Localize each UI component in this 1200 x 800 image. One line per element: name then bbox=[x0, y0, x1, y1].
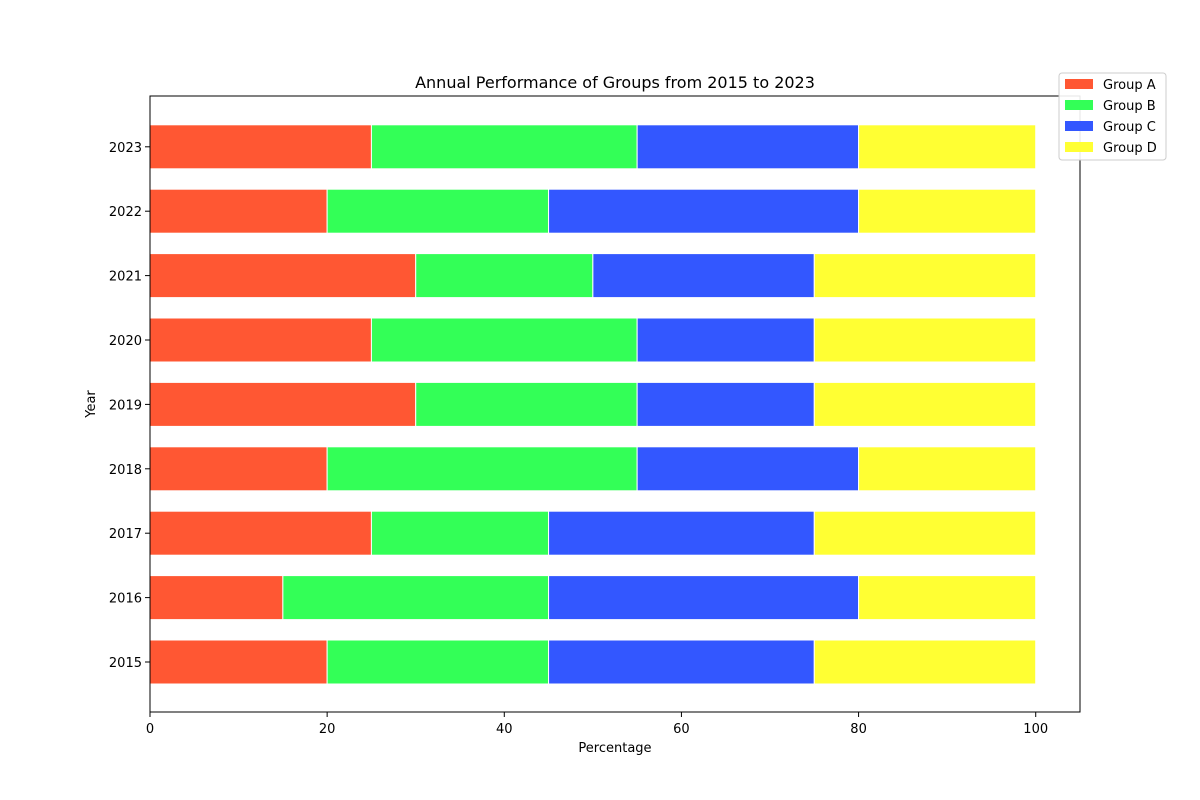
x-tick-label: 100 bbox=[1023, 722, 1048, 737]
bar-group-a-2023 bbox=[149, 124, 372, 170]
bar-group-c-2023 bbox=[636, 124, 860, 170]
legend-swatch-group-d bbox=[1065, 142, 1093, 152]
bar-group-b-2016 bbox=[282, 575, 550, 621]
bar-group-a-2017 bbox=[149, 510, 372, 556]
bar-group-c-2015 bbox=[548, 639, 815, 685]
bar-group-d-2020 bbox=[813, 317, 1037, 363]
x-axis: 0 20 40 60 80 100 bbox=[146, 712, 1048, 737]
bars-layer bbox=[149, 124, 1037, 685]
legend-label-group-c: Group C bbox=[1103, 120, 1156, 135]
bar-group-c-2020 bbox=[636, 317, 815, 363]
y-axis: 2015 2016 2017 2018 2019 2020 2021 2022 2023 bbox=[109, 141, 150, 671]
y-tick-label: 2017 bbox=[109, 527, 142, 542]
bar-group-a-2022 bbox=[149, 188, 328, 234]
bar-group-b-2022 bbox=[326, 188, 550, 234]
legend-label-group-d: Group D bbox=[1103, 141, 1157, 156]
x-axis-label: Percentage bbox=[578, 741, 651, 756]
bar-group-d-2015 bbox=[813, 639, 1037, 685]
bar-group-d-2016 bbox=[858, 575, 1037, 621]
y-tick-label: 2019 bbox=[109, 398, 142, 413]
legend-swatch-group-c bbox=[1065, 121, 1093, 131]
bar-group-d-2023 bbox=[858, 124, 1037, 170]
bar-group-b-2023 bbox=[370, 124, 638, 170]
y-tick-label: 2022 bbox=[109, 205, 142, 220]
y-tick-label: 2020 bbox=[109, 334, 142, 349]
legend-label-group-a: Group A bbox=[1103, 78, 1156, 93]
x-tick-label: 20 bbox=[319, 722, 336, 737]
bar-group-a-2021 bbox=[149, 253, 417, 299]
bar-group-b-2021 bbox=[415, 253, 594, 299]
bar-group-b-2017 bbox=[370, 510, 550, 556]
bar-group-a-2018 bbox=[149, 446, 328, 492]
bar-group-c-2021 bbox=[592, 253, 815, 299]
legend-swatch-group-b bbox=[1065, 100, 1093, 110]
legend-label-group-b: Group B bbox=[1103, 99, 1156, 114]
bar-group-b-2015 bbox=[326, 639, 550, 685]
bar-group-c-2019 bbox=[636, 381, 815, 427]
bar-group-d-2019 bbox=[813, 381, 1037, 427]
y-tick-label: 2016 bbox=[109, 592, 142, 607]
y-tick-label: 2021 bbox=[109, 270, 142, 285]
bar-group-a-2015 bbox=[149, 639, 328, 685]
bar-group-b-2019 bbox=[415, 381, 638, 427]
bar-group-c-2022 bbox=[548, 188, 860, 234]
x-tick-label: 0 bbox=[146, 722, 154, 737]
x-tick-label: 80 bbox=[850, 722, 867, 737]
legend-frame bbox=[1058, 72, 1167, 161]
y-tick-label: 2018 bbox=[109, 463, 142, 478]
bar-group-a-2016 bbox=[149, 575, 284, 621]
chart-title: Annual Performance of Groups from 2015 t… bbox=[415, 73, 815, 92]
bar-group-d-2017 bbox=[813, 510, 1037, 556]
bar-group-c-2018 bbox=[636, 446, 860, 492]
legend: Group A Group B Group C Group D bbox=[1058, 72, 1167, 161]
bar-group-a-2019 bbox=[149, 381, 417, 427]
x-tick-label: 40 bbox=[496, 722, 513, 737]
y-tick-label: 2015 bbox=[109, 656, 142, 671]
y-axis-label: Year bbox=[84, 390, 99, 419]
bar-group-d-2018 bbox=[858, 446, 1037, 492]
bar-group-d-2021 bbox=[813, 253, 1037, 299]
legend-swatch-group-a bbox=[1065, 79, 1093, 89]
bar-group-c-2017 bbox=[548, 510, 815, 556]
bar-group-c-2016 bbox=[548, 575, 860, 621]
bar-group-b-2020 bbox=[370, 317, 638, 363]
bar-group-b-2018 bbox=[326, 446, 638, 492]
bar-group-d-2022 bbox=[858, 188, 1037, 234]
x-tick-label: 60 bbox=[673, 722, 690, 737]
y-tick-label: 2023 bbox=[109, 141, 142, 156]
bar-group-a-2020 bbox=[149, 317, 372, 363]
